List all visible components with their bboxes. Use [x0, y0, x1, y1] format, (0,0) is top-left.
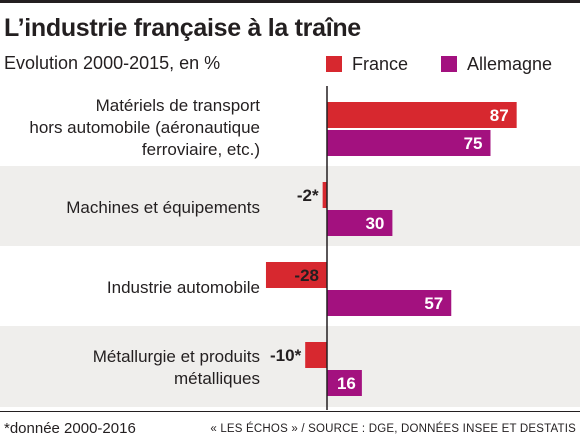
bar-france: [322, 182, 327, 208]
footer-rule: [0, 411, 580, 412]
category-label: Matériels de transport: [96, 96, 261, 115]
data-label: 57: [424, 294, 443, 313]
category-label: ferroviaire, etc.): [142, 140, 260, 159]
category-band: [0, 326, 580, 407]
data-label: 87: [490, 106, 509, 125]
data-label: 75: [464, 134, 483, 153]
category-label: Industrie automobile: [107, 278, 260, 297]
legend-item-allemagne: Allemagne: [441, 53, 552, 75]
bar-allemagne: [327, 130, 491, 156]
bar-allemagne: [327, 210, 393, 236]
footnote: *donnée 2000-2016: [4, 420, 136, 437]
bar-france: [265, 262, 327, 288]
data-label: -2*: [297, 186, 319, 205]
legend-swatch-allemagne: [441, 56, 457, 72]
category-label: Métallurgie et produits: [93, 347, 260, 366]
category-label: Machines et équipements: [66, 198, 260, 217]
chart-subtitle: Evolution 2000-2015, en %: [4, 53, 221, 73]
data-label: 16: [337, 374, 356, 393]
legend-item-france: France: [326, 53, 408, 75]
category-label: hors automobile (aéronautique: [29, 118, 260, 137]
bar-france: [327, 102, 517, 128]
data-label: -28: [294, 266, 319, 285]
source-credit: « LES ÉCHOS » / SOURCE : DGE, DONNÉES IN…: [210, 423, 576, 435]
legend-label-france: France: [352, 53, 409, 74]
data-label: 30: [365, 214, 384, 233]
category-band: [0, 166, 580, 247]
legend-swatch-france: [326, 56, 342, 72]
bar-france: [305, 342, 327, 368]
top-rule: [0, 0, 580, 3]
chart-title: L’industrie française à la traîne: [4, 14, 361, 42]
bar-allemagne: [327, 370, 362, 396]
data-label: -10*: [270, 346, 302, 365]
legend-label-allemagne: Allemagne: [467, 53, 553, 74]
bar-allemagne: [327, 290, 452, 316]
category-label: métalliques: [174, 369, 260, 388]
